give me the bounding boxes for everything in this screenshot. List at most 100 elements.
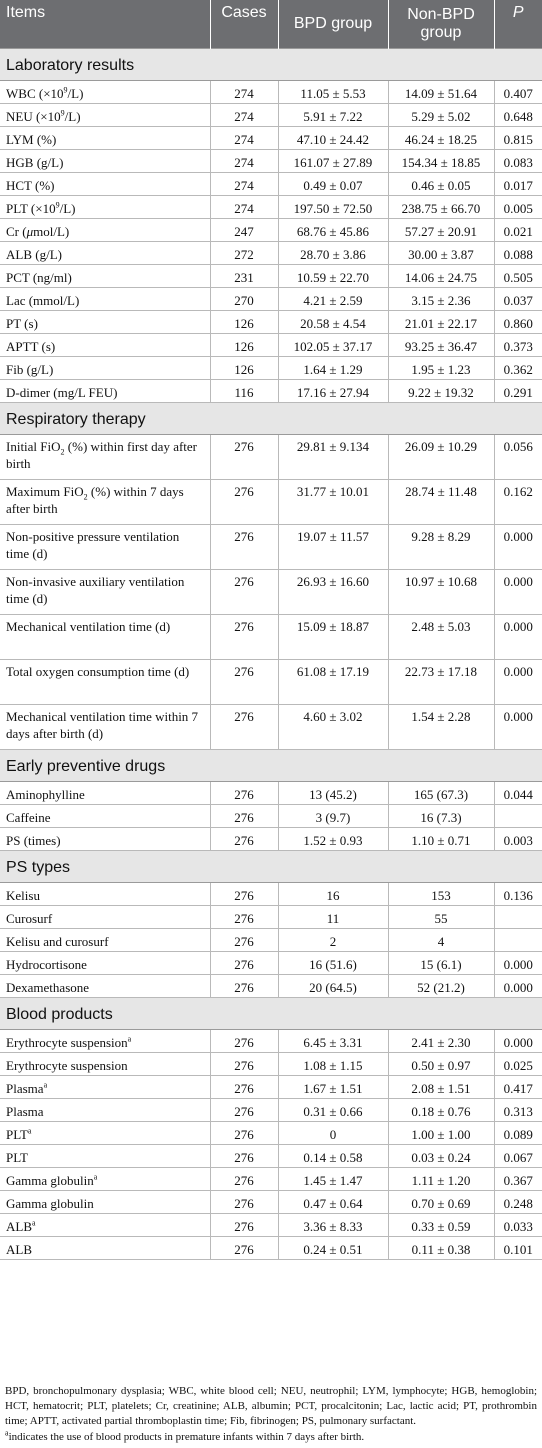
non-bpd-cell: 14.09 ± 51.64	[388, 80, 495, 104]
item-cell: Erythrocyte suspensiona	[0, 1029, 211, 1053]
table-row: Non-invasive auxiliary ventilation time …	[0, 569, 542, 615]
p-value-cell: 0.044	[494, 781, 542, 805]
table-body: Laboratory results WBC (×109/L) 274 11.05 ±…	[0, 48, 542, 1260]
non-bpd-cell: 2.41 ± 2.30	[388, 1029, 495, 1053]
p-value-cell: 0.033	[494, 1213, 542, 1237]
non-bpd-cell: 21.01 ± 22.17	[388, 310, 495, 334]
cases-cell: 274	[210, 126, 279, 150]
p-value-cell: 0.005	[494, 195, 542, 219]
item-cell: Plasma	[0, 1098, 211, 1122]
non-bpd-cell: 3.15 ± 2.36	[388, 287, 495, 311]
cases-cell: 231	[210, 264, 279, 288]
cases-cell: 126	[210, 333, 279, 357]
p-value-cell: 0.000	[494, 569, 542, 615]
table-row: Initial FiO2 (%) within first day after …	[0, 434, 542, 480]
bpd-cell: 3 (9.7)	[278, 804, 389, 828]
non-bpd-cell: 0.11 ± 0.38	[388, 1236, 495, 1260]
p-value-cell: 0.162	[494, 479, 542, 525]
bpd-cell: 102.05 ± 37.17	[278, 333, 389, 357]
table-row: ALB (g/L) 272 28.70 ± 3.86 30.00 ± 3.87 0.08…	[0, 241, 542, 265]
table-row: ALB 276 0.24 ± 0.51 0.11 ± 0.38 0.101	[0, 1236, 542, 1260]
item-cell: HCT (%)	[0, 172, 211, 196]
non-bpd-cell: 1.11 ± 1.20	[388, 1167, 495, 1191]
cases-cell: 276	[210, 1121, 279, 1145]
bpd-cell: 1.08 ± 1.15	[278, 1052, 389, 1076]
non-bpd-cell: 9.28 ± 8.29	[388, 524, 495, 570]
header-bpd-group: BPD group	[278, 0, 389, 49]
cases-cell: 274	[210, 149, 279, 173]
section-title: Blood products	[0, 997, 542, 1030]
table-row: Erythrocyte suspensiona 276 6.45 ± 3.31 2.4…	[0, 1029, 542, 1053]
item-cell: PLT	[0, 1144, 211, 1168]
non-bpd-cell: 26.09 ± 10.29	[388, 434, 495, 480]
footnote-marker: a	[5, 1428, 9, 1438]
table-row: LYM (%) 274 47.10 ± 24.42 46.24 ± 18.25 0.81…	[0, 126, 542, 150]
non-bpd-cell: 30.00 ± 3.87	[388, 241, 495, 265]
bpd-cell: 0.14 ± 0.58	[278, 1144, 389, 1168]
item-cell: Curosurf	[0, 905, 211, 929]
non-bpd-cell: 0.18 ± 0.76	[388, 1098, 495, 1122]
bpd-cell: 13 (45.2)	[278, 781, 389, 805]
bpd-cell: 1.52 ± 0.93	[278, 827, 389, 851]
p-value-cell: 0.505	[494, 264, 542, 288]
cases-cell: 276	[210, 882, 279, 906]
non-bpd-cell: 46.24 ± 18.25	[388, 126, 495, 150]
table-row: APTT (s) 126 102.05 ± 37.17 93.25 ± 36.47 0.…	[0, 333, 542, 357]
bpd-cell: 19.07 ± 11.57	[278, 524, 389, 570]
non-bpd-cell: 1.54 ± 2.28	[388, 704, 495, 750]
item-cell: Kelisu and curosurf	[0, 928, 211, 952]
bpd-cell: 0	[278, 1121, 389, 1145]
p-value-cell: 0.136	[494, 882, 542, 906]
bpd-cell: 0.31 ± 0.66	[278, 1098, 389, 1122]
abbreviations-note: BPD, bronchopulmonary dysplasia; WBC, wh…	[5, 1385, 537, 1427]
bpd-cell: 68.76 ± 45.86	[278, 218, 389, 242]
bpd-cell: 26.93 ± 16.60	[278, 569, 389, 615]
item-cell: Gamma globulina	[0, 1167, 211, 1191]
p-value-cell: 0.407	[494, 80, 542, 104]
item-cell: Lac (mmol/L)	[0, 287, 211, 311]
cases-cell: 274	[210, 80, 279, 104]
item-cell: Cr (μmol/L)	[0, 218, 211, 242]
p-value-cell: 0.083	[494, 149, 542, 173]
cases-cell: 276	[210, 434, 279, 480]
non-bpd-cell: 2.08 ± 1.51	[388, 1075, 495, 1099]
cases-cell: 276	[210, 479, 279, 525]
p-value-cell: 0.367	[494, 1167, 542, 1191]
item-cell: Mechanical ventilation time within 7 day…	[0, 704, 211, 750]
section-header: Laboratory results	[0, 48, 542, 81]
bpd-cell: 28.70 ± 3.86	[278, 241, 389, 265]
table-row: Kelisu and curosurf 276 2 4	[0, 928, 542, 952]
cases-cell: 272	[210, 241, 279, 265]
p-value-cell: 0.003	[494, 827, 542, 851]
section-title: Laboratory results	[0, 48, 542, 81]
item-cell: Dexamethasone	[0, 974, 211, 998]
p-value-cell: 0.000	[494, 614, 542, 660]
bpd-cell: 61.08 ± 17.19	[278, 659, 389, 705]
table-row: Fib (g/L) 126 1.64 ± 1.29 1.95 ± 1.23 0.362	[0, 356, 542, 380]
p-value-cell: 0.021	[494, 218, 542, 242]
cases-cell: 276	[210, 804, 279, 828]
table-row: Maximum FiO2 (%) within 7 days after bir…	[0, 479, 542, 525]
cases-cell: 274	[210, 195, 279, 219]
cases-cell: 270	[210, 287, 279, 311]
bpd-cell: 6.45 ± 3.31	[278, 1029, 389, 1053]
table-row: PLTa 276 0 1.00 ± 1.00 0.089	[0, 1121, 542, 1145]
non-bpd-cell: 10.97 ± 10.68	[388, 569, 495, 615]
table-row: Plasma 276 0.31 ± 0.66 0.18 ± 0.76 0.313	[0, 1098, 542, 1122]
bpd-cell: 20.58 ± 4.54	[278, 310, 389, 334]
bpd-cell: 161.07 ± 27.89	[278, 149, 389, 173]
bpd-cell: 29.81 ± 9.134	[278, 434, 389, 480]
cases-cell: 276	[210, 1144, 279, 1168]
item-cell: Erythrocyte suspension	[0, 1052, 211, 1076]
table-row: NEU (×109/L) 274 5.91 ± 7.22 5.29 ± 5.02 0.6…	[0, 103, 542, 127]
header-non-bpd-group: Non-BPD group	[388, 0, 495, 49]
non-bpd-cell: 0.03 ± 0.24	[388, 1144, 495, 1168]
non-bpd-cell: 1.10 ± 0.71	[388, 827, 495, 851]
bpd-cell: 3.36 ± 8.33	[278, 1213, 389, 1237]
table-header-row: Items Cases BPD group Non-BPD group P	[0, 0, 542, 49]
item-cell: Mechanical ventilation time (d)	[0, 614, 211, 660]
section-title: PS types	[0, 850, 542, 883]
p-value-cell: 0.067	[494, 1144, 542, 1168]
header-p-value: P	[494, 0, 542, 49]
non-bpd-cell: 16 (7.3)	[388, 804, 495, 828]
